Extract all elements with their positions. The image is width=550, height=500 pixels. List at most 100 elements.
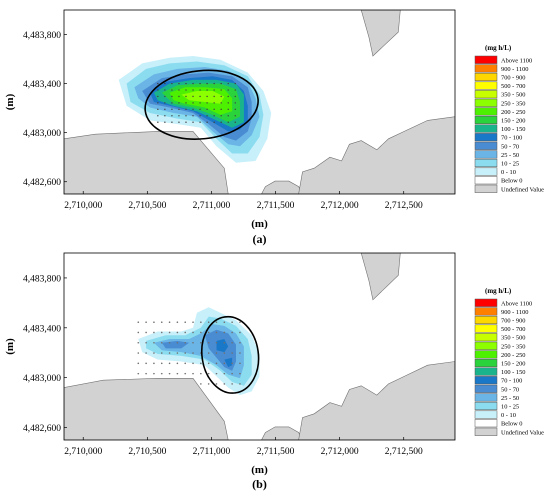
x-tick-label: 2,711,500 [257, 447, 295, 457]
legend-swatch [474, 55, 498, 64]
x-tick-label: 2,710,000 [64, 447, 102, 457]
land-region-mid [261, 426, 303, 440]
receptor-dot [178, 121, 180, 123]
receptor-dot [207, 362, 210, 365]
legend-label: 350 - 500 [501, 335, 526, 342]
receptor-dot [206, 115, 208, 117]
plot-area [64, 10, 455, 194]
receptor-dot [171, 102, 173, 104]
receptor-dot [184, 362, 187, 365]
receptor-dot [168, 331, 171, 334]
legend-swatch [474, 72, 498, 82]
receptor-dot [239, 362, 241, 365]
legend-swatch [474, 158, 498, 168]
legend-label: 150 - 200 [501, 361, 526, 368]
receptor-dot [220, 102, 222, 104]
receptor-dot [223, 321, 226, 323]
receptor-dot [160, 331, 163, 334]
receptor-dot [184, 341, 187, 344]
receptor-dot [215, 383, 218, 385]
receptor-dot [199, 82, 201, 85]
receptor-dot [176, 352, 179, 354]
receptor-dot [164, 115, 166, 117]
receptor-dot [215, 321, 218, 323]
receptor-dot [157, 121, 159, 123]
x-axis-label: (m) [251, 218, 268, 230]
receptor-dot [239, 352, 241, 354]
legend-label: 700 - 900 [501, 318, 526, 325]
receptor-dot [239, 341, 241, 344]
receptor-dot [199, 102, 201, 104]
legend-swatch [474, 324, 498, 333]
legend-label: 10 - 25 [501, 404, 519, 411]
receptor-dot [178, 102, 180, 104]
receptor-dot [184, 352, 187, 354]
legend-label: 0 - 10 [501, 412, 516, 419]
receptor-dot [215, 341, 218, 344]
legend-label: 500 - 700 [501, 326, 526, 333]
receptor-dot [220, 108, 222, 111]
receptor-dot [178, 108, 180, 111]
receptor-dot [160, 341, 163, 344]
receptor-dot [199, 108, 201, 111]
legend-swatch [474, 150, 498, 159]
receptor-dot [227, 95, 229, 98]
legend-label: 200 - 250 [501, 109, 526, 116]
legend-swatch [474, 107, 498, 116]
legend-swatch [474, 358, 498, 368]
receptor-dot [220, 89, 222, 91]
receptor-dot [145, 362, 147, 365]
receptor-dot [213, 121, 215, 123]
plot-area [64, 253, 455, 440]
receptor-dot [176, 372, 179, 375]
legend-label: 100 - 150 [501, 369, 526, 376]
receptor-dot [220, 95, 222, 98]
receptor-dot [200, 383, 202, 385]
receptor-dot [176, 321, 179, 323]
legend-label: 10 - 25 [501, 161, 519, 168]
receptor-dot [223, 383, 226, 385]
receptor-dot [200, 321, 202, 323]
receptor-dot [239, 383, 241, 385]
receptor-dot [168, 362, 171, 365]
receptor-dot [153, 372, 155, 375]
legend-label: 500 - 700 [501, 83, 526, 90]
receptor-dot [168, 372, 171, 375]
receptor-dot [164, 89, 166, 91]
receptor-dot [223, 341, 226, 344]
receptor-dot [168, 341, 171, 344]
legend-label: 50 - 70 [501, 386, 519, 393]
x-tick-label: 2,712,000 [321, 201, 359, 211]
receptor-dot [223, 331, 226, 334]
receptor-dot [171, 95, 173, 98]
receptor-dot [192, 108, 194, 111]
receptor-dot [231, 321, 233, 323]
legend-swatch [474, 124, 498, 133]
legend-label: 0 - 10 [501, 169, 516, 176]
legend-swatch [474, 167, 498, 176]
receptor-dot [199, 95, 201, 98]
receptor-dot [199, 121, 201, 123]
receptor-dot [145, 341, 147, 344]
receptor-dot [178, 82, 180, 85]
receptor-dot [157, 95, 159, 98]
receptor-dot [213, 89, 215, 91]
legend-label: 200 - 250 [501, 352, 526, 359]
receptor-dot [206, 121, 208, 123]
receptor-dot [199, 89, 201, 91]
receptor-dot [206, 95, 208, 98]
legend-swatch [474, 176, 498, 185]
legend-label: 100 - 150 [501, 126, 526, 133]
receptor-dot [199, 115, 201, 117]
receptor-dot [239, 321, 241, 323]
panel-label: (b) [252, 477, 267, 491]
legend-swatch [474, 98, 498, 107]
land-region-mid [261, 180, 303, 194]
receptor-dot [192, 352, 194, 354]
receptor-dot [207, 372, 210, 375]
land-region-left [64, 377, 229, 440]
receptor-dot [215, 352, 218, 354]
legend-swatch [474, 133, 498, 142]
x-tick-label: 2,710,500 [128, 201, 166, 211]
